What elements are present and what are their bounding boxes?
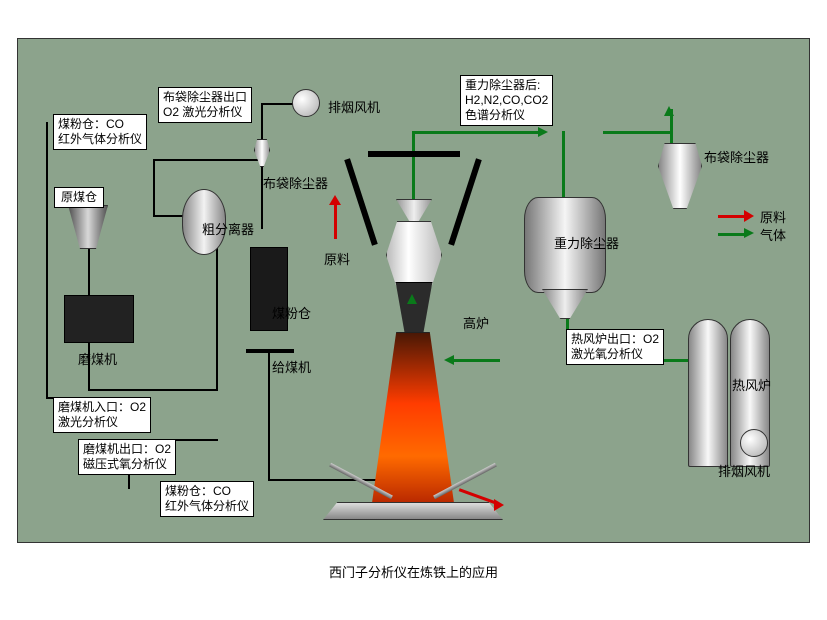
gas-arrowhead	[444, 355, 454, 365]
gas-arrowhead	[664, 106, 674, 116]
box-gravity-after: 重力除尘器后: H2,N2,CO,CO2 色谱分析仪	[460, 75, 553, 126]
legend-gas-arrow	[718, 233, 744, 236]
gas-arrowhead	[538, 127, 548, 137]
coal-mill	[64, 295, 134, 343]
legend-raw-label: 原料	[760, 207, 786, 226]
gas-line	[412, 131, 415, 199]
label-coal-mill: 磨煤机	[78, 349, 117, 368]
raw-arrow	[334, 203, 337, 239]
bag-filter-right	[658, 143, 702, 209]
gravity-dust-cone	[542, 289, 588, 319]
pipe	[261, 103, 263, 131]
furnace-neck	[391, 282, 437, 334]
legend-raw-arrow	[718, 215, 744, 218]
bag-filter-small	[254, 139, 270, 167]
box-bag-outlet-o2: 布袋除尘器出口 O2 激光分析仪	[158, 87, 252, 123]
furnace-frame	[448, 158, 482, 245]
furnace-base	[323, 502, 503, 520]
label-exhaust-fan: 排烟风机	[328, 97, 380, 116]
gas-line	[562, 131, 565, 201]
furnace-frame	[368, 151, 460, 157]
pipe	[88, 389, 218, 391]
gas-line	[414, 131, 542, 134]
legend-gas-label: 气体	[760, 225, 786, 244]
furnace-hopper	[396, 199, 432, 223]
label-bag-filter-small: 布袋除尘器	[263, 173, 328, 192]
pipe	[268, 349, 270, 479]
label-bag-filter-right: 布袋除尘器	[704, 147, 769, 166]
gas-arrowhead	[407, 294, 417, 304]
label-gravity-dust: 重力除尘器	[554, 233, 619, 252]
raw-arrowhead	[329, 195, 341, 205]
legend-gas-arrowhead	[744, 228, 754, 238]
label-raw-coal-bin: 原煤仓	[54, 187, 104, 208]
coal-feeder	[246, 349, 294, 353]
box-coal-bin-co-2: 煤粉仓：CO 红外气体分析仪	[160, 481, 254, 517]
pipe	[153, 159, 263, 161]
box-stove-outlet-o2: 热风炉出口：O2 激光氧分析仪	[566, 329, 664, 365]
legend-raw-arrowhead	[744, 210, 754, 222]
label-coarse-separator: 粗分离器	[202, 219, 254, 238]
box-coal-bin-co-1: 煤粉仓：CO 红外气体分析仪	[53, 114, 147, 150]
exhaust-fan-right	[740, 429, 768, 457]
exhaust-fan-left	[292, 89, 320, 117]
tap-arrowhead	[494, 499, 504, 511]
box-mill-inlet-o2: 磨煤机入口：O2 激光分析仪	[53, 397, 151, 433]
label-hot-stove: 热风炉	[732, 375, 771, 394]
label-blast-furnace: 高炉	[463, 313, 489, 332]
label-coal-powder-bin: 煤粉仓	[272, 303, 311, 322]
gas-line	[452, 359, 500, 362]
blast-furnace	[371, 332, 455, 510]
pipe	[46, 122, 48, 397]
furnace-frame	[344, 158, 378, 245]
figure-caption: 西门子分析仪在炼铁上的应用	[0, 562, 827, 581]
box-mill-outlet-o2: 磨煤机出口：O2 磁压式氧分析仪	[78, 439, 176, 475]
process-diagram: 煤粉仓：CO 红外气体分析仪 布袋除尘器出口 O2 激光分析仪 磨煤机入口：O2…	[17, 38, 810, 543]
raw-coal-bin	[68, 205, 108, 249]
hot-stove-1	[688, 319, 728, 467]
label-exhaust-fan-right: 排烟风机	[718, 461, 770, 480]
label-coal-feeder: 给煤机	[272, 357, 311, 376]
page-root: 煤粉仓：CO 红外气体分析仪 布袋除尘器出口 O2 激光分析仪 磨煤机入口：O2…	[0, 0, 827, 620]
gas-line	[603, 131, 673, 134]
pipe	[153, 159, 155, 217]
label-raw-material: 原料	[324, 249, 350, 268]
furnace-top	[386, 221, 442, 289]
pipe	[88, 244, 90, 299]
